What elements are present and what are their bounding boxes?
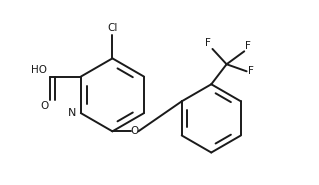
Text: F: F (205, 38, 211, 48)
Text: Cl: Cl (107, 23, 118, 33)
Text: F: F (245, 41, 251, 51)
Text: O: O (131, 126, 139, 136)
Text: F: F (248, 66, 254, 76)
Text: O: O (40, 101, 48, 111)
Text: N: N (68, 108, 77, 118)
Text: HO: HO (31, 65, 48, 75)
